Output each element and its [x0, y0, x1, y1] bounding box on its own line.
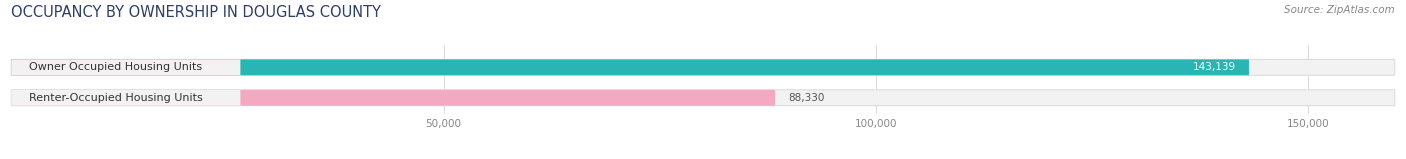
Text: OCCUPANCY BY OWNERSHIP IN DOUGLAS COUNTY: OCCUPANCY BY OWNERSHIP IN DOUGLAS COUNTY [11, 5, 381, 20]
Text: Source: ZipAtlas.com: Source: ZipAtlas.com [1284, 5, 1395, 15]
FancyBboxPatch shape [11, 59, 240, 75]
Text: Renter-Occupied Housing Units: Renter-Occupied Housing Units [28, 93, 202, 103]
Text: 88,330: 88,330 [787, 93, 824, 103]
Text: Owner Occupied Housing Units: Owner Occupied Housing Units [28, 62, 201, 72]
FancyBboxPatch shape [11, 90, 1395, 106]
Text: 143,139: 143,139 [1192, 62, 1236, 72]
FancyBboxPatch shape [11, 90, 240, 106]
FancyBboxPatch shape [11, 59, 1249, 75]
FancyBboxPatch shape [11, 90, 775, 106]
FancyBboxPatch shape [11, 59, 1395, 75]
